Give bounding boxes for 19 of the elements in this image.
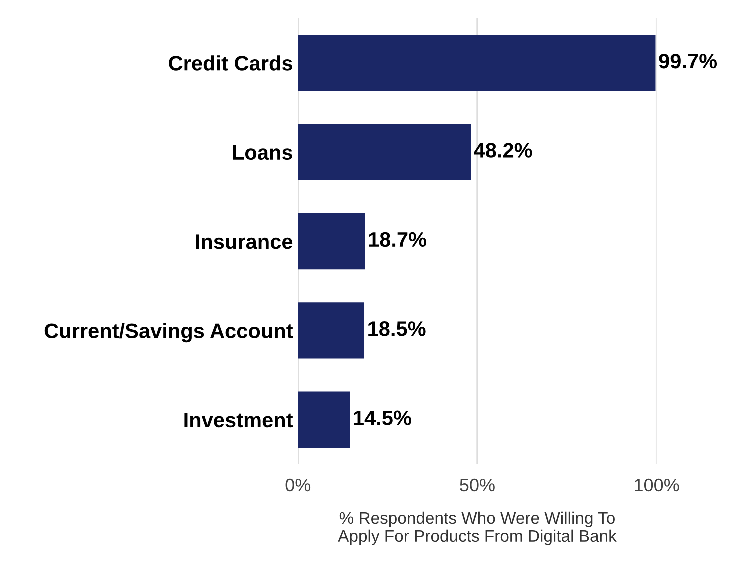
data-label: 48.2% [474, 143, 532, 158]
y-tick-label: Credit Cards [169, 56, 292, 71]
x-tick-label: 100% [635, 478, 680, 492]
x-tick-label: 0% [286, 478, 311, 492]
data-label: 18.5% [368, 322, 426, 336]
bar [298, 392, 350, 448]
y-tick-label: Current/Savings Account [44, 323, 294, 343]
y-tick-label: Insurance [196, 234, 293, 250]
x-axis-title: % Respondents Who Were Willing To Apply For Products From Digital Bank [338, 512, 617, 546]
data-label: 99.7% [659, 54, 718, 69]
bar [298, 302, 365, 359]
data-label: 14.5% [354, 410, 412, 426]
y-tick-label: Investment [184, 413, 294, 428]
y-tick-label: Loans [233, 146, 292, 160]
bar [298, 213, 366, 270]
bar [298, 35, 656, 92]
bar [298, 124, 472, 180]
data-label: 18.7% [369, 232, 427, 248]
x-tick-label: 50% [460, 478, 495, 492]
